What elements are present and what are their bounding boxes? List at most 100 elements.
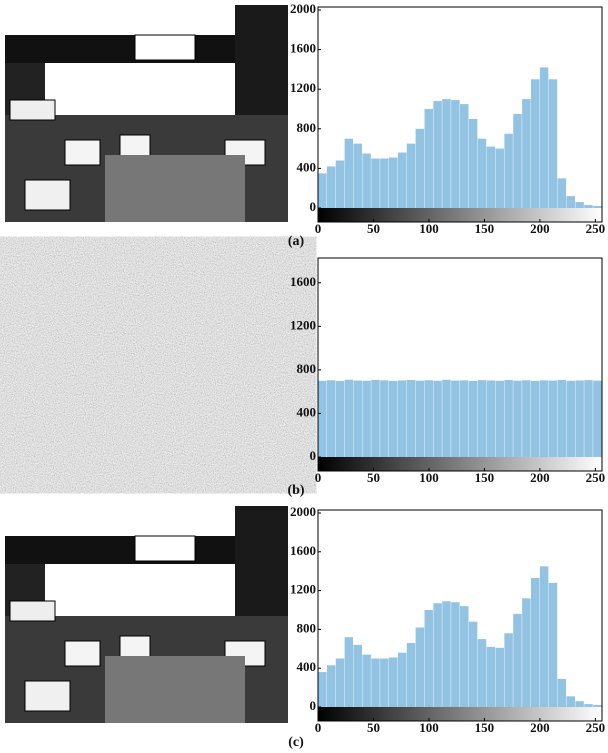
x-tick-label: 150 bbox=[475, 720, 495, 735]
bar bbox=[540, 67, 548, 208]
y-tick-label: 800 bbox=[297, 361, 317, 376]
bar bbox=[540, 380, 548, 457]
bar bbox=[345, 380, 353, 457]
x-tick-label: 0 bbox=[315, 720, 322, 735]
x-tick-label: 100 bbox=[419, 470, 439, 485]
bar bbox=[442, 601, 450, 707]
bar bbox=[371, 159, 379, 209]
bar bbox=[584, 205, 592, 208]
bar bbox=[362, 655, 370, 707]
gray-scale-bar bbox=[318, 707, 602, 721]
bar bbox=[433, 381, 441, 457]
bar bbox=[487, 380, 495, 457]
bar bbox=[558, 380, 566, 457]
bar bbox=[522, 99, 530, 208]
x-tick-label: 100 bbox=[419, 720, 439, 735]
bar bbox=[398, 380, 406, 457]
bar bbox=[389, 158, 397, 208]
y-tick-label: 1600 bbox=[290, 274, 316, 289]
bar bbox=[593, 705, 601, 707]
bar bbox=[540, 566, 548, 707]
bar bbox=[584, 380, 592, 457]
bar bbox=[345, 139, 353, 208]
bar bbox=[425, 380, 433, 457]
bar bbox=[362, 381, 370, 457]
bar bbox=[469, 119, 477, 208]
bar bbox=[478, 639, 486, 707]
bar bbox=[407, 380, 415, 457]
bar bbox=[549, 583, 557, 707]
bar bbox=[549, 79, 557, 208]
x-tick-label: 250 bbox=[586, 221, 606, 236]
bar bbox=[451, 100, 459, 208]
bar bbox=[442, 99, 450, 208]
bar bbox=[371, 659, 379, 708]
bar bbox=[478, 139, 486, 208]
x-tick-label: 150 bbox=[475, 470, 495, 485]
caption: (a) bbox=[288, 234, 305, 249]
figure: 0400800120016002000050100150200250(a)040… bbox=[0, 0, 608, 753]
y-tick-label: 800 bbox=[297, 120, 317, 135]
bar bbox=[496, 381, 504, 457]
bar bbox=[575, 202, 583, 208]
bar bbox=[513, 614, 521, 707]
y-tick-label: 400 bbox=[297, 659, 317, 674]
x-tick-label: 250 bbox=[586, 470, 606, 485]
bar bbox=[558, 679, 566, 707]
bar bbox=[380, 659, 388, 708]
photo-c bbox=[5, 506, 288, 723]
bar bbox=[416, 381, 424, 457]
y-tick-label: 800 bbox=[297, 620, 317, 635]
encrypted-image bbox=[5, 258, 288, 472]
bar bbox=[380, 380, 388, 457]
bar bbox=[442, 380, 450, 457]
bar bbox=[362, 154, 370, 208]
bar bbox=[318, 173, 326, 208]
bar bbox=[496, 149, 504, 208]
bar bbox=[336, 160, 344, 208]
bar bbox=[513, 114, 521, 208]
bar bbox=[575, 380, 583, 457]
bar bbox=[336, 381, 344, 457]
y-tick-label: 0 bbox=[310, 448, 317, 463]
x-tick-label: 0 bbox=[315, 470, 322, 485]
bar bbox=[416, 129, 424, 208]
bar bbox=[593, 381, 601, 457]
bar bbox=[389, 658, 397, 707]
bar bbox=[567, 696, 575, 707]
bar bbox=[584, 704, 592, 707]
bar bbox=[398, 153, 406, 208]
x-tick-label: 50 bbox=[367, 720, 380, 735]
y-tick-label: 1600 bbox=[290, 543, 316, 558]
y-tick-label: 1600 bbox=[290, 41, 316, 56]
bar bbox=[531, 578, 539, 707]
bar bbox=[593, 206, 601, 208]
bar bbox=[407, 643, 415, 707]
gray-scale-bar bbox=[318, 457, 602, 471]
bar bbox=[567, 196, 575, 208]
bar bbox=[469, 381, 477, 457]
bar bbox=[451, 381, 459, 457]
y-tick-label: 2000 bbox=[290, 504, 316, 519]
bar bbox=[549, 381, 557, 457]
bar bbox=[380, 159, 388, 209]
y-tick-label: 2000 bbox=[290, 1, 316, 16]
bar bbox=[327, 665, 335, 707]
x-tick-label: 200 bbox=[530, 221, 550, 236]
bar bbox=[487, 147, 495, 208]
bar bbox=[567, 381, 575, 457]
bar bbox=[398, 653, 406, 707]
bar bbox=[478, 380, 486, 457]
bar bbox=[531, 79, 539, 208]
caption: (b) bbox=[287, 483, 304, 498]
y-tick-label: 400 bbox=[297, 404, 317, 419]
bar bbox=[318, 672, 326, 707]
x-tick-label: 0 bbox=[315, 221, 322, 236]
bar bbox=[469, 622, 477, 707]
bar bbox=[354, 645, 362, 707]
x-tick-label: 200 bbox=[530, 470, 550, 485]
bar bbox=[318, 381, 326, 457]
x-tick-label: 50 bbox=[367, 221, 380, 236]
x-tick-label: 200 bbox=[530, 720, 550, 735]
bar bbox=[522, 598, 530, 707]
